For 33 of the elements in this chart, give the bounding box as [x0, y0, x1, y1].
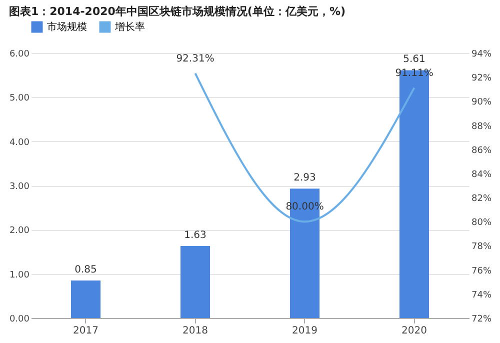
legend-label: 市场规模 — [47, 21, 87, 33]
y2-tick-label: 90% — [472, 98, 492, 108]
data-label: 0.85 — [74, 264, 97, 276]
y-tick-label: 1.00 — [9, 270, 30, 280]
x-tick-label: 2019 — [292, 326, 318, 336]
bar — [180, 246, 210, 318]
y-tick-label: 5.00 — [9, 94, 30, 104]
data-label: 92.31% — [176, 53, 214, 64]
y-tick-label: 6.00 — [9, 50, 30, 60]
y-tick-label: 3.00 — [9, 182, 30, 192]
x-tick-label: 2020 — [402, 326, 427, 336]
y2-tick-label: 76% — [472, 266, 492, 276]
y-tick-label: 0.00 — [9, 314, 30, 324]
y2-tick-label: 80% — [472, 218, 492, 228]
y2-tick-label: 78% — [472, 242, 492, 252]
y2-tick-label: 74% — [472, 290, 492, 300]
y2-tick-label: 82% — [472, 194, 492, 204]
y2-tick-label: 88% — [472, 122, 492, 132]
y2-tick-label: 72% — [472, 314, 492, 324]
y2-tick-label: 92% — [472, 74, 492, 84]
data-label: 2.93 — [294, 172, 316, 184]
chart-title: 图表1：2014-2020年中国区块链市场规模情况(单位：亿美元，%) — [8, 5, 346, 18]
y-tick-label: 4.00 — [9, 138, 30, 148]
data-label: 1.63 — [184, 230, 206, 242]
bar — [70, 280, 101, 318]
x-tick-label: 2017 — [73, 326, 98, 336]
y2-tick-label: 84% — [472, 170, 492, 180]
y2-tick-label: 86% — [472, 146, 492, 156]
y-tick-label: 2.00 — [9, 226, 30, 236]
x-tick-label: 2018 — [182, 326, 208, 336]
y2-tick-label: 94% — [472, 50, 492, 60]
legend-label: 增长率 — [114, 21, 145, 33]
data-label: 5.61 — [403, 54, 426, 66]
